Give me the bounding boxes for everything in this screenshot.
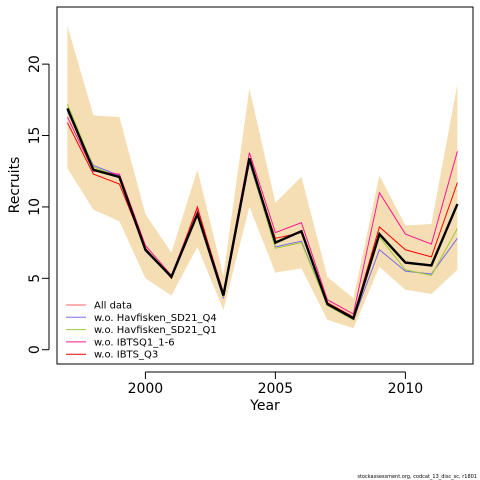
y-tick-label: 20: [27, 55, 43, 73]
y-tick-label: 5: [27, 274, 43, 283]
y-tick-label: 0: [27, 345, 43, 354]
legend-label-4: w.o. IBTS_Q3: [94, 350, 158, 361]
y-tick-label: 15: [27, 127, 43, 145]
x-tick-label: 2010: [388, 381, 424, 397]
confidence-band: [67, 25, 458, 329]
legend-label-3: w.o. IBTSQ1_1-6: [94, 337, 175, 348]
y-tick-label: 10: [27, 198, 43, 216]
x-axis-label: Year: [249, 398, 280, 414]
confidence-band-area: [67, 25, 458, 329]
y-axis-label: Recruits: [7, 157, 23, 214]
plot-frame: [56, 6, 474, 365]
legend-label-0: All data: [94, 301, 132, 312]
footer-credit: stockassessment.org, codcat_13_disc_sc, …: [357, 474, 477, 480]
legend-label-1: w.o. Havfisken_SD21_Q4: [94, 313, 217, 324]
x-tick-label: 2005: [258, 381, 294, 397]
series-line-3: [66, 116, 458, 315]
axes: 2000 2005 2010 0 5 10 15 20: [27, 55, 423, 397]
x-tick-label: 2000: [128, 381, 164, 397]
main-estimate-line: [66, 107, 459, 321]
legend-label-2: w.o. Havfisken_SD21_Q1: [94, 325, 217, 336]
series-lines: [66, 103, 459, 321]
